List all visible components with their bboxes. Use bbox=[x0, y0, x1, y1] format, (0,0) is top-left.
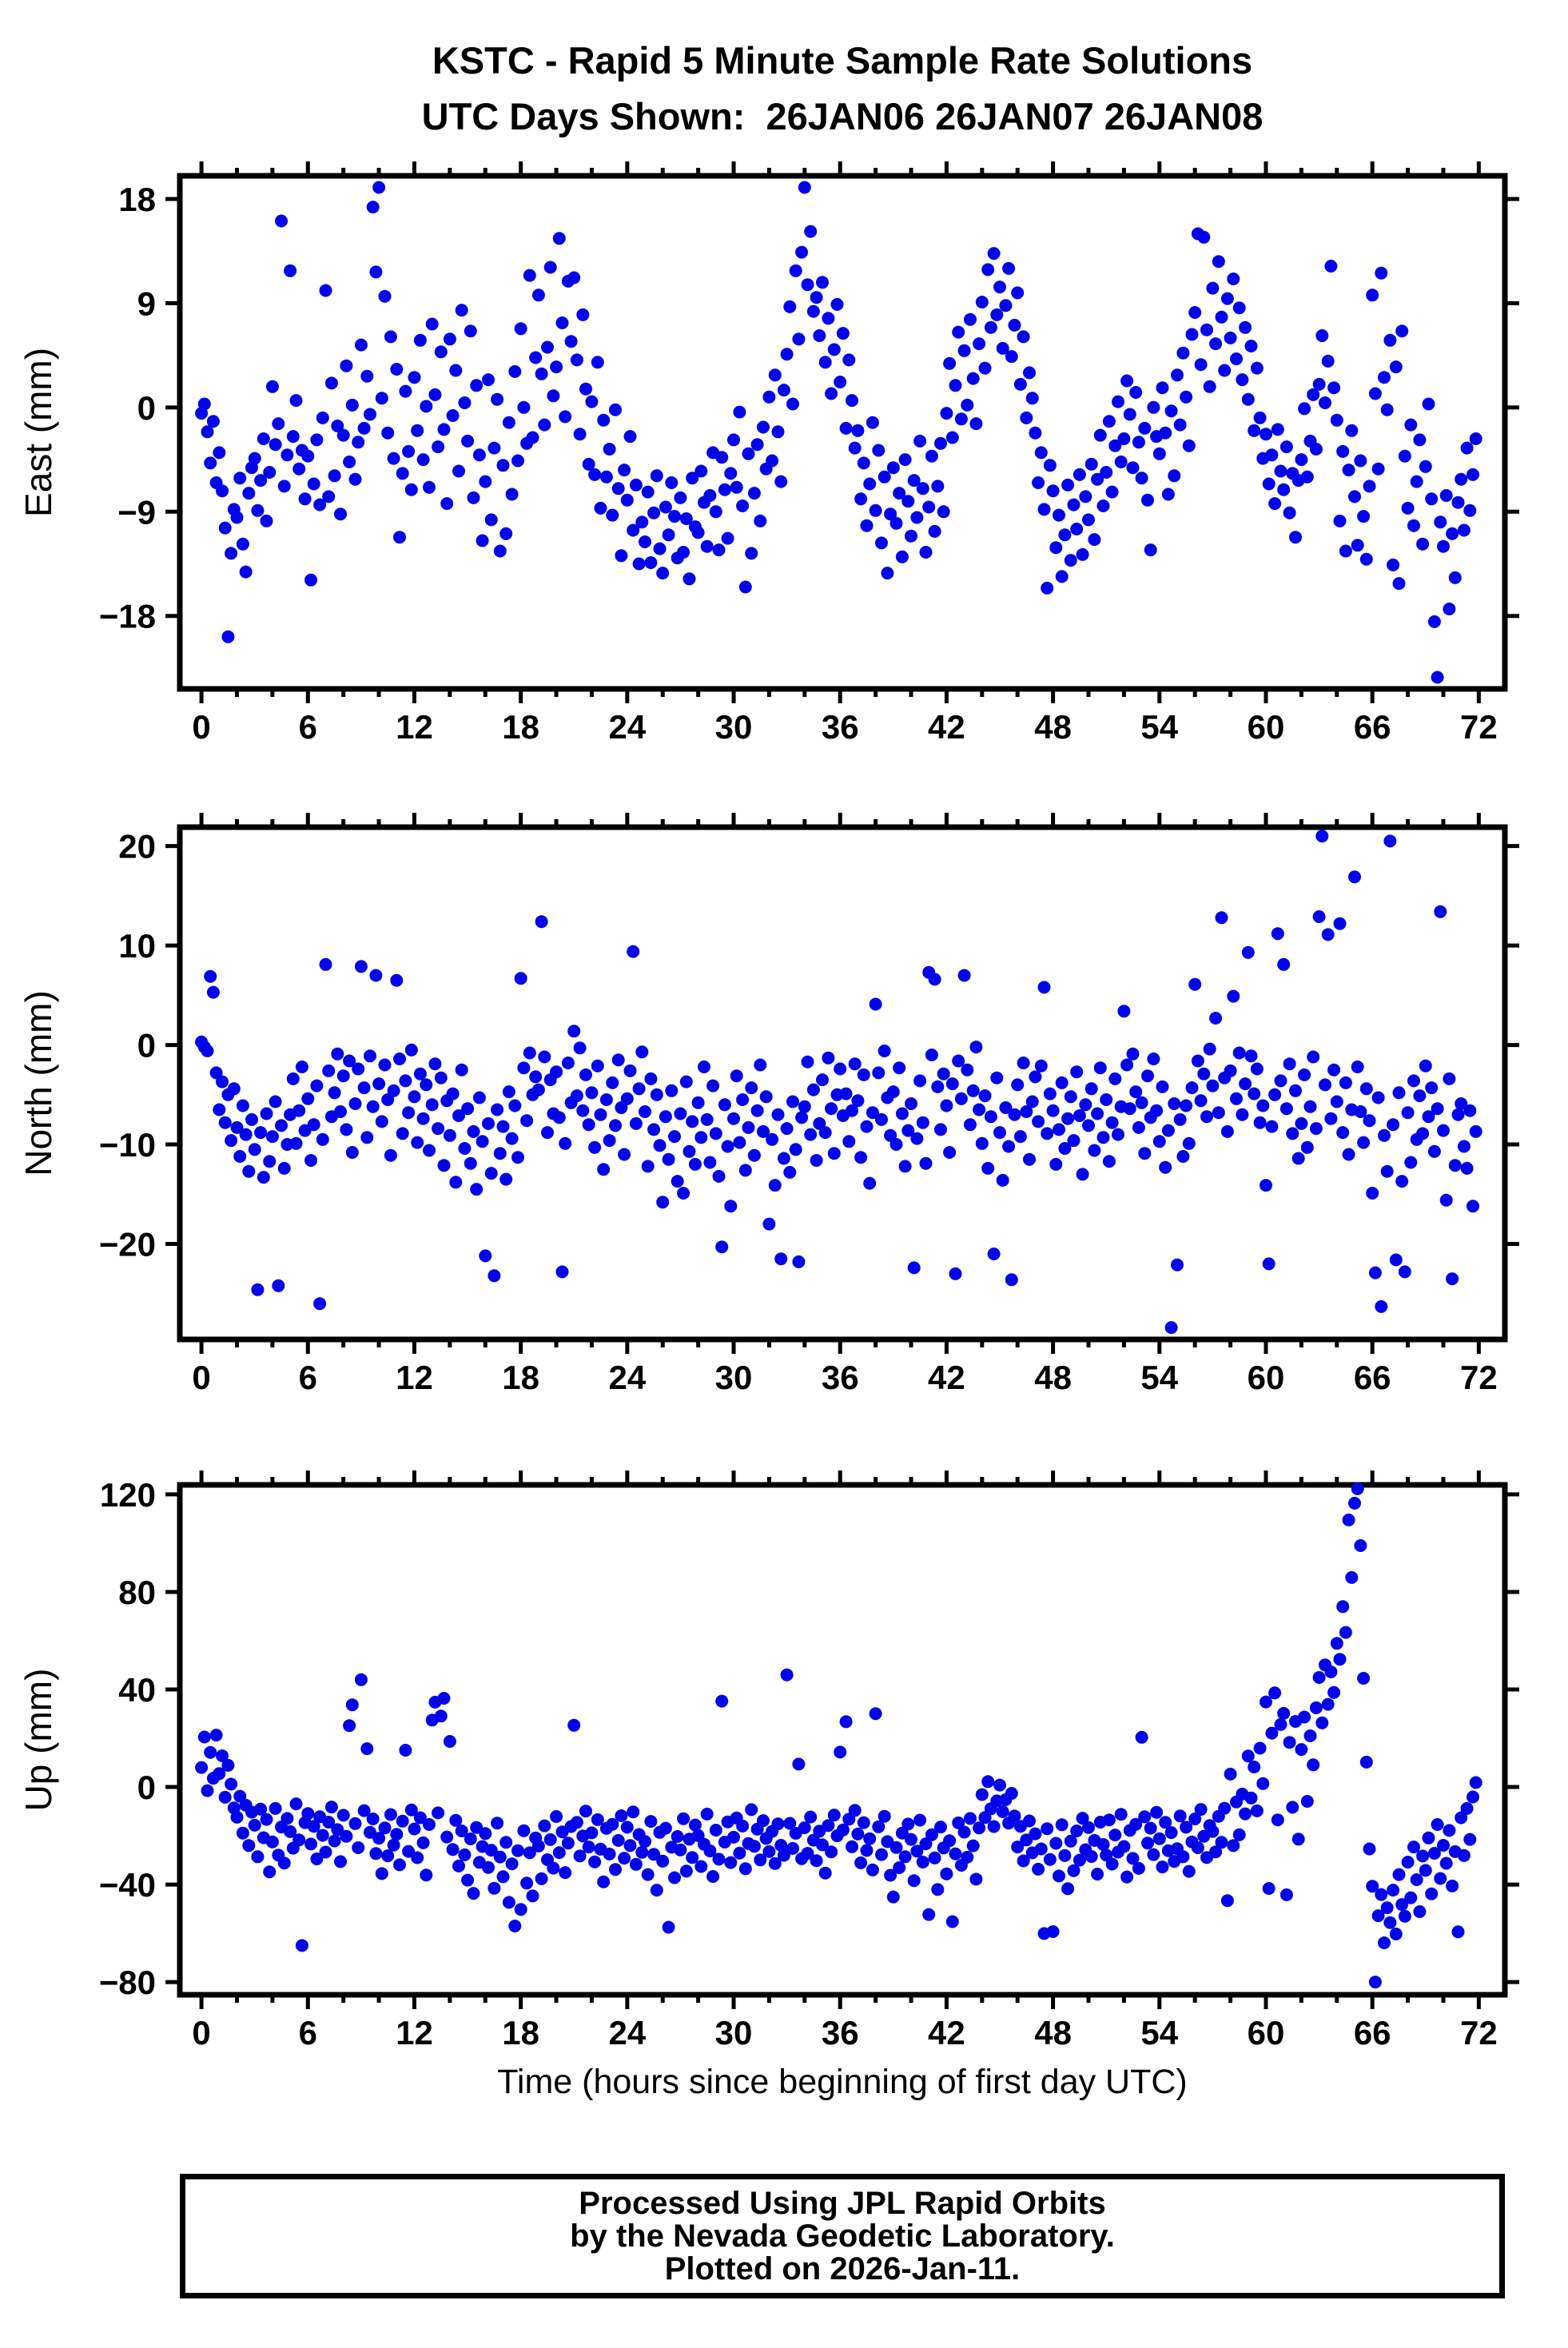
svg-text:18: 18 bbox=[502, 1359, 539, 1396]
svg-text:36: 36 bbox=[822, 1359, 859, 1396]
y-tick-labels: 120 80 40 0 −40 −80 bbox=[99, 1476, 156, 2001]
svg-text:54: 54 bbox=[1140, 2014, 1178, 2052]
footer-line-1: Processed Using JPL Rapid Orbits bbox=[579, 2185, 1106, 2221]
svg-text:72: 72 bbox=[1460, 2014, 1498, 2052]
data-points bbox=[195, 181, 1482, 684]
plot-frame bbox=[177, 173, 1508, 692]
svg-text:66: 66 bbox=[1354, 1359, 1391, 1396]
svg-text:−18: −18 bbox=[99, 598, 156, 635]
svg-text:0: 0 bbox=[192, 708, 210, 746]
svg-text:18: 18 bbox=[502, 708, 539, 746]
plot-subtitle: UTC Days Shown: 26JAN06 26JAN07 26JAN08 bbox=[421, 95, 1264, 137]
svg-text:72: 72 bbox=[1460, 1359, 1498, 1396]
x-tick-labels: 0 6 12 18 24 30 36 42 48 54 60 66 72 bbox=[192, 1359, 1497, 1396]
svg-text:66: 66 bbox=[1354, 2014, 1391, 2052]
svg-text:9: 9 bbox=[137, 285, 156, 322]
svg-text:40: 40 bbox=[118, 1671, 156, 1709]
footer-box: Processed Using JPL Rapid Orbits by the … bbox=[180, 2174, 1505, 2298]
svg-text:0: 0 bbox=[192, 2014, 210, 2052]
svg-text:30: 30 bbox=[715, 2014, 753, 2052]
svg-text:60: 60 bbox=[1248, 708, 1285, 746]
svg-text:0: 0 bbox=[137, 1027, 156, 1065]
x-tick-labels: 0 6 12 18 24 30 36 42 48 54 60 66 72 bbox=[192, 2014, 1497, 2052]
svg-text:24: 24 bbox=[608, 1359, 646, 1396]
y-tick-labels: 20 10 0 −10 −20 bbox=[99, 828, 156, 1264]
east-panel: 0 6 12 18 24 30 36 42 48 54 60 66 72 18 9 0 −9 −18 East (m… bbox=[18, 161, 1519, 746]
y-axis-title: East (mm) bbox=[18, 348, 59, 517]
svg-text:48: 48 bbox=[1034, 1359, 1072, 1396]
svg-text:6: 6 bbox=[299, 1359, 317, 1396]
y-axis-title: North (mm) bbox=[18, 990, 59, 1176]
x-axis-title: Time (hours since beginning of first day… bbox=[497, 2063, 1188, 2101]
svg-text:24: 24 bbox=[608, 708, 646, 746]
data-points bbox=[195, 1482, 1482, 1989]
plot-frame bbox=[177, 1482, 1508, 1998]
svg-text:6: 6 bbox=[299, 2014, 317, 2052]
svg-text:54: 54 bbox=[1140, 1359, 1178, 1396]
footer-line-3: Plotted on 2026-Jan-11. bbox=[664, 2250, 1021, 2286]
svg-text:18: 18 bbox=[502, 2014, 539, 2052]
svg-text:60: 60 bbox=[1248, 1359, 1285, 1396]
svg-text:−10: −10 bbox=[99, 1126, 156, 1164]
svg-text:60: 60 bbox=[1248, 2014, 1285, 2052]
tick-marks bbox=[165, 1470, 1519, 2009]
svg-text:6: 6 bbox=[299, 708, 317, 746]
svg-text:42: 42 bbox=[928, 2014, 965, 2052]
svg-text:10: 10 bbox=[118, 927, 156, 965]
svg-text:−40: −40 bbox=[99, 1866, 156, 1904]
plot-frame bbox=[177, 824, 1508, 1343]
footer-line-2: by the Nevada Geodetic Laboratory. bbox=[570, 2218, 1115, 2254]
y-tick-labels: 18 9 0 −9 −18 bbox=[99, 181, 156, 635]
svg-text:42: 42 bbox=[928, 1359, 965, 1396]
data-points bbox=[195, 830, 1482, 1335]
svg-text:12: 12 bbox=[396, 1359, 433, 1396]
plot-title: KSTC - Rapid 5 Minute Sample Rate Soluti… bbox=[432, 39, 1253, 82]
svg-text:30: 30 bbox=[715, 708, 753, 746]
x-tick-labels: 0 6 12 18 24 30 36 42 48 54 60 66 72 bbox=[192, 708, 1497, 746]
svg-text:54: 54 bbox=[1140, 708, 1178, 746]
svg-text:−20: −20 bbox=[99, 1226, 156, 1264]
svg-text:18: 18 bbox=[118, 181, 156, 218]
svg-text:0: 0 bbox=[137, 389, 156, 427]
svg-text:72: 72 bbox=[1460, 708, 1498, 746]
svg-text:36: 36 bbox=[822, 708, 859, 746]
svg-text:36: 36 bbox=[822, 2014, 859, 2052]
svg-text:24: 24 bbox=[608, 2014, 646, 2052]
svg-text:120: 120 bbox=[100, 1476, 156, 1514]
svg-text:12: 12 bbox=[396, 2014, 433, 2052]
svg-text:20: 20 bbox=[118, 828, 156, 866]
svg-text:80: 80 bbox=[118, 1574, 156, 1611]
svg-text:0: 0 bbox=[192, 1359, 210, 1396]
svg-text:66: 66 bbox=[1354, 708, 1391, 746]
svg-text:−80: −80 bbox=[99, 1964, 156, 2001]
north-panel: 0 6 12 18 24 30 36 42 48 54 60 66 72 20 10 0 −10 −20 North… bbox=[18, 813, 1519, 1396]
svg-text:48: 48 bbox=[1034, 708, 1072, 746]
y-axis-title: Up (mm) bbox=[18, 1669, 59, 1812]
svg-text:12: 12 bbox=[396, 708, 433, 746]
svg-text:42: 42 bbox=[928, 708, 965, 746]
svg-text:−9: −9 bbox=[117, 493, 156, 531]
up-panel: 0 6 12 18 24 30 36 42 48 54 60 66 72 120 80 40 0 −40 −80 Up… bbox=[18, 1470, 1519, 2052]
svg-text:30: 30 bbox=[715, 1359, 753, 1396]
svg-text:48: 48 bbox=[1034, 2014, 1072, 2052]
svg-text:0: 0 bbox=[137, 1769, 156, 1806]
